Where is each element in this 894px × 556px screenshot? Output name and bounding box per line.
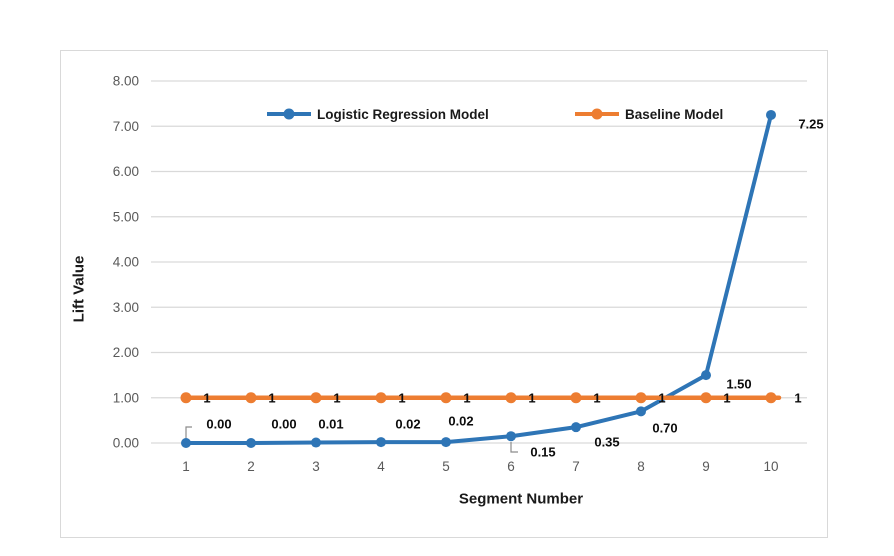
y-tick-label: 8.00: [113, 74, 139, 89]
baseline-data-label: 1: [658, 390, 665, 405]
baseline-series-marker: [700, 392, 712, 404]
leader-line: [510, 442, 518, 453]
y-tick-label: 2.00: [113, 345, 139, 360]
y-tick-label: 6.00: [113, 164, 139, 179]
baseline-data-label: 1: [723, 390, 730, 405]
logistic-series-marker: [246, 438, 256, 448]
logistic-data-label: 1.50: [726, 377, 751, 392]
logistic-series-marker: [571, 422, 581, 433]
baseline-series-marker: [440, 392, 452, 404]
legend-line-marker-orange-icon: [575, 108, 619, 120]
baseline-data-label: 1: [593, 390, 600, 405]
legend-label-baseline: Baseline Model: [625, 106, 724, 122]
baseline-series-marker: [570, 392, 582, 404]
logistic-data-label: 0.01: [318, 417, 343, 432]
baseline-series-marker: [180, 392, 192, 404]
logistic-series-line: [184, 112, 773, 445]
baseline-series-marker: [310, 392, 322, 404]
baseline-series-marker: [375, 392, 387, 404]
logistic-series-marker: [636, 406, 646, 417]
legend-line-marker-blue-icon: [267, 108, 311, 120]
logistic-series-marker: [506, 431, 516, 442]
logistic-series-marker: [701, 370, 711, 381]
x-tick-label: 7: [572, 459, 580, 474]
logistic-series-marker: [441, 437, 451, 448]
leader-line: [185, 426, 192, 439]
baseline-data-label: 1: [794, 390, 801, 405]
x-tick-label: 10: [763, 459, 778, 474]
baseline-series-marker: [245, 392, 257, 404]
baseline-series-marker: [505, 392, 517, 404]
logistic-data-label: 0.70: [652, 421, 677, 436]
logistic-data-label: 7.25: [798, 117, 823, 132]
logistic-data-label: 0.15: [530, 445, 555, 460]
chart-frame: 0.00 1.00 2.00 3.00 4.00 5.00 6.00 7.00 8.00 1 2 3 4…: [60, 50, 828, 538]
legend-label-logistic-regression: Logistic Regression Model: [317, 106, 489, 122]
x-axis-title: Segment Number: [458, 490, 584, 508]
baseline-series-marker: [635, 392, 647, 404]
legend-item-baseline: Baseline Model: [574, 104, 723, 124]
logistic-data-label: 0.00: [206, 417, 231, 432]
x-tick-label: 2: [247, 459, 255, 474]
y-tick-label: 3.00: [113, 300, 139, 315]
baseline-data-label: 1: [463, 390, 470, 405]
x-tick-label: 5: [442, 459, 450, 474]
logistic-series-marker: [766, 109, 776, 120]
baseline-data-label: 1: [268, 390, 275, 405]
baseline-data-label: 1: [398, 390, 405, 405]
y-tick-label: 0.00: [113, 436, 139, 451]
baseline-series-marker: [765, 392, 777, 404]
logistic-data-label: 0.35: [594, 435, 619, 450]
baseline-data-label: 1: [203, 390, 210, 405]
logistic-series-marker: [311, 437, 321, 448]
logistic-series-marker: [181, 438, 191, 448]
y-axis-title: Lift Value: [70, 255, 88, 323]
x-tick-label: 3: [312, 459, 320, 474]
plot-area: 0.00 1.00 2.00 3.00 4.00 5.00 6.00 7.00 8.00 1 2 3 4…: [113, 74, 824, 475]
baseline-data-label: 1: [528, 390, 535, 405]
y-tick-label: 4.00: [113, 255, 139, 270]
logistic-data-label: 0.02: [395, 417, 420, 432]
logistic-data-label: 0.00: [271, 417, 296, 432]
x-tick-label: 1: [182, 459, 190, 474]
x-tick-label: 6: [507, 459, 515, 474]
y-tick-label: 1.00: [113, 390, 139, 405]
x-tick-label: 9: [702, 459, 710, 474]
baseline-data-label: 1: [333, 390, 340, 405]
y-tick-label: 7.00: [113, 119, 139, 134]
legend-item-logistic-regression: Logistic Regression Model: [266, 104, 489, 124]
logistic-series-marker: [376, 437, 386, 448]
x-tick-label: 4: [377, 459, 385, 474]
x-tick-label: 8: [637, 459, 645, 474]
logistic-data-label: 0.02: [448, 414, 473, 429]
y-tick-label: 5.00: [113, 209, 139, 224]
